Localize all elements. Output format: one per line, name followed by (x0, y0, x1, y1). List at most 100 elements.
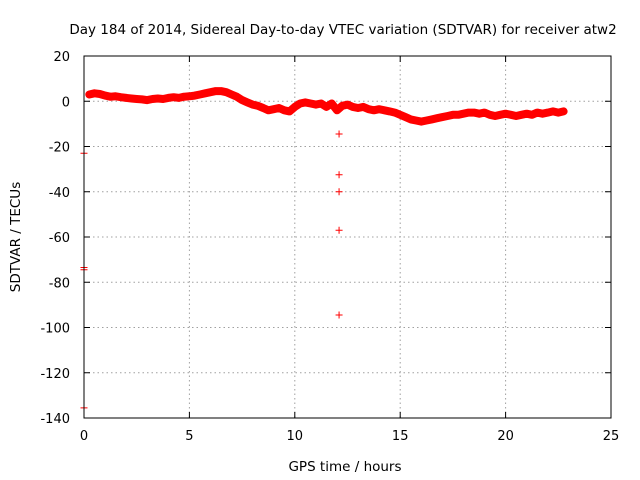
data-point (349, 103, 357, 111)
data-point (206, 88, 214, 96)
data-point (560, 107, 568, 115)
data-point (344, 101, 351, 109)
outlier-point (335, 130, 343, 138)
data-point (333, 106, 341, 114)
data-point (138, 95, 146, 103)
data-point (217, 87, 225, 95)
data-point (191, 92, 199, 100)
data-point (164, 94, 172, 102)
data-point (317, 100, 325, 108)
data-point (554, 109, 562, 117)
data-point (275, 104, 283, 112)
x-tick-label: 10 (287, 429, 304, 444)
x-tick-label: 5 (185, 429, 193, 444)
data-point (264, 106, 272, 114)
data-point (549, 107, 557, 115)
y-axis-label: SDTVAR / TECUs (8, 182, 24, 292)
data-point (243, 98, 251, 106)
data-point (375, 105, 383, 113)
data-point (475, 110, 483, 118)
data-point (175, 94, 183, 102)
data-point (117, 93, 125, 101)
y-tick-label: -100 (40, 322, 70, 337)
y-tick-label: -20 (49, 141, 70, 156)
data-point (354, 104, 362, 112)
data-point (423, 116, 431, 124)
data-point (470, 109, 478, 117)
y-tick-label: -120 (40, 367, 70, 382)
data-point (201, 89, 209, 97)
data-point (254, 102, 262, 110)
data-point (512, 112, 520, 120)
x-axis-label: GPS time / hours (288, 459, 401, 475)
data-point (101, 92, 109, 100)
data-point (412, 116, 420, 124)
data-point (143, 96, 151, 104)
grid-layer (84, 56, 611, 418)
data-point (507, 111, 515, 119)
y-tick-label: 0 (62, 95, 70, 110)
outlier-point (335, 311, 343, 319)
x-tick-label: 20 (497, 429, 514, 444)
data-layer (80, 87, 568, 412)
data-point (301, 98, 309, 106)
data-point (185, 92, 193, 100)
data-point (228, 90, 236, 98)
y-tick-label: -40 (49, 186, 70, 201)
data-point (417, 118, 425, 126)
tick-layer: 0 5 10 15 20 25 -140 -120 -100 -80 -60 -40 -20 0 20 (40, 50, 619, 444)
data-point (502, 110, 510, 118)
data-point (523, 110, 531, 118)
y-tick-label: 20 (53, 50, 70, 65)
data-point (196, 90, 204, 98)
data-point (538, 110, 546, 118)
data-point (380, 106, 388, 114)
data-point (528, 111, 536, 119)
chart-title: Day 184 of 2014, Sidereal Day-to-day VTE… (69, 22, 616, 38)
data-point (496, 111, 504, 119)
x-tick-label: 25 (603, 429, 620, 444)
label-layer: Day 184 of 2014, Sidereal Day-to-day VTE… (8, 22, 617, 475)
data-point (159, 95, 167, 103)
data-point (481, 109, 489, 117)
data-point (359, 103, 367, 111)
data-point (491, 112, 499, 120)
data-point (122, 94, 130, 102)
data-point (454, 111, 462, 119)
data-point (238, 96, 246, 104)
data-point (407, 115, 415, 123)
data-point (396, 111, 404, 119)
data-point (222, 88, 230, 96)
data-point (438, 113, 446, 121)
data-point (112, 92, 120, 100)
data-point (85, 90, 93, 98)
data-point (307, 100, 315, 108)
data-point (328, 100, 336, 108)
data-point (386, 107, 394, 115)
data-point (338, 102, 346, 110)
data-point (533, 109, 541, 117)
y-tick-label: -140 (40, 412, 70, 427)
data-point (233, 93, 241, 101)
data-point (296, 100, 304, 108)
y-tick-label: -60 (49, 231, 70, 246)
outlier-point (335, 226, 343, 234)
x-tick-label: 0 (80, 429, 88, 444)
data-point (322, 103, 330, 111)
data-point (365, 105, 373, 113)
data-point (286, 107, 294, 115)
x-tick-label: 15 (392, 429, 409, 444)
data-point (401, 113, 409, 121)
data-point (517, 111, 525, 119)
data-point (291, 103, 299, 111)
data-point (312, 101, 320, 109)
data-point (91, 89, 99, 97)
data-point (270, 105, 278, 113)
plot-frame (83, 55, 612, 419)
data-point (170, 93, 178, 101)
data-point (428, 115, 436, 123)
data-point (280, 106, 288, 114)
data-point (370, 106, 378, 114)
